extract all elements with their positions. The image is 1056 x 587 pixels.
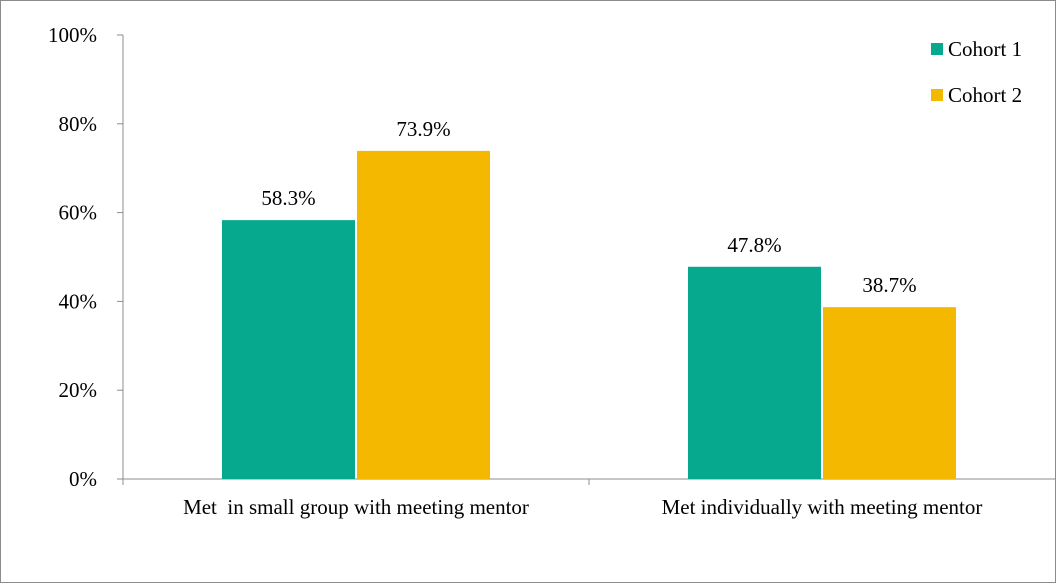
bar-1-2	[688, 266, 821, 479]
legend-label: Cohort 1	[948, 37, 1022, 61]
y-axis: 0% 20% 40% 60% 80% 100%	[48, 23, 124, 491]
bar-1-1	[222, 220, 355, 479]
x-category-label: Met individually with meeting mentor	[662, 495, 983, 519]
data-label: 58.3%	[261, 186, 315, 210]
y-tick-label: 40%	[59, 289, 98, 313]
legend-label: Cohort 2	[948, 83, 1022, 107]
bar-2-1	[357, 150, 490, 479]
bar-2-2	[823, 307, 956, 479]
y-tick-label: 60%	[59, 201, 98, 225]
legend: Cohort 1 Cohort 2	[931, 37, 1022, 107]
x-category-label: Met in small group with meeting mentor	[183, 495, 529, 519]
y-tick-label: 0%	[69, 467, 97, 491]
data-label: 73.9%	[396, 117, 450, 141]
legend-swatch-cohort-1	[931, 43, 943, 55]
y-tick-label: 20%	[59, 378, 98, 402]
data-labels: 58.3% 73.9% 47.8% 38.7%	[261, 117, 916, 297]
data-label: 38.7%	[862, 273, 916, 297]
data-label: 47.8%	[727, 233, 781, 257]
y-tick-label: 80%	[59, 112, 98, 136]
x-axis: Met in small group with meeting mentor Me…	[122, 478, 1055, 519]
y-tick-label: 100%	[48, 23, 97, 47]
bars	[222, 150, 956, 479]
legend-swatch-cohort-2	[931, 89, 943, 101]
